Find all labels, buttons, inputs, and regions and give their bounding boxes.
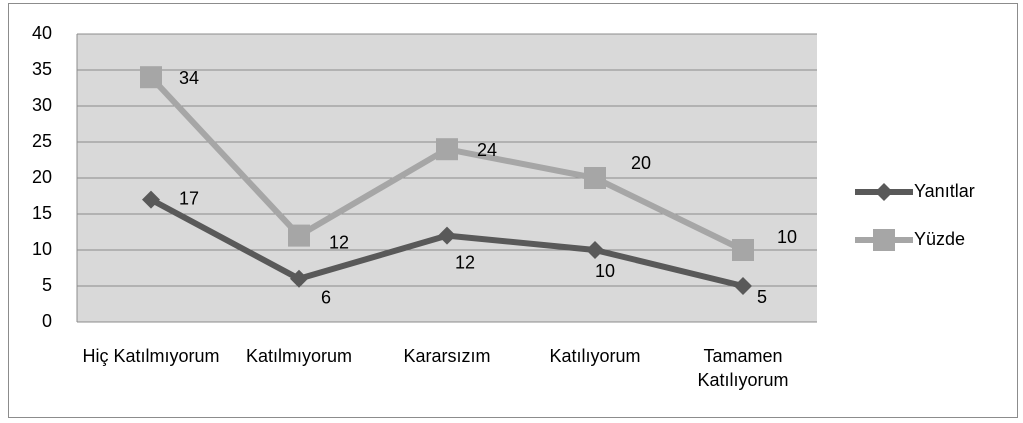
point-marker (140, 66, 162, 89)
y-tick-label: 40 (32, 23, 52, 43)
point-marker (732, 239, 754, 261)
x-tick-label: Hiç Katılmıyorum (82, 346, 220, 366)
y-tick-label: 10 (32, 239, 52, 259)
legend-marker (873, 229, 895, 251)
data-label: 10 (777, 227, 797, 247)
data-label: 12 (329, 232, 349, 252)
data-label: 12 (455, 252, 475, 272)
point-marker (584, 167, 606, 189)
x-tick-label: Katılıyorum (549, 346, 641, 366)
y-tick-label: 30 (32, 95, 52, 115)
point-marker (586, 241, 604, 259)
point-marker (436, 138, 458, 161)
data-label: 34 (179, 68, 199, 88)
point-marker (288, 224, 310, 247)
data-label: 6 (321, 288, 331, 308)
legend-label: Yanıtlar (914, 181, 975, 201)
data-label: 10 (595, 261, 615, 281)
y-tick-label: 5 (42, 275, 52, 295)
data-label: 24 (477, 140, 497, 160)
data-label: 17 (179, 188, 199, 208)
legend-label: Yüzde (914, 229, 965, 249)
y-tick-label: 0 (42, 311, 52, 331)
y-tick-label: 35 (32, 59, 52, 79)
point-marker (438, 226, 456, 245)
data-label: 5 (757, 287, 767, 307)
legend-marker (875, 183, 893, 201)
point-marker (142, 190, 160, 209)
x-tick-label: Katılmıyorum (245, 346, 353, 366)
point-marker (290, 269, 308, 288)
y-tick-label: 25 (32, 131, 52, 151)
y-tick-label: 15 (32, 203, 52, 223)
point-marker (734, 277, 752, 295)
x-tick-label: Kararsızım (403, 346, 491, 366)
data-label: 20 (631, 153, 651, 173)
y-tick-label: 20 (32, 167, 52, 187)
x-tick-label: Tamamen Katılıyorum (697, 346, 789, 390)
